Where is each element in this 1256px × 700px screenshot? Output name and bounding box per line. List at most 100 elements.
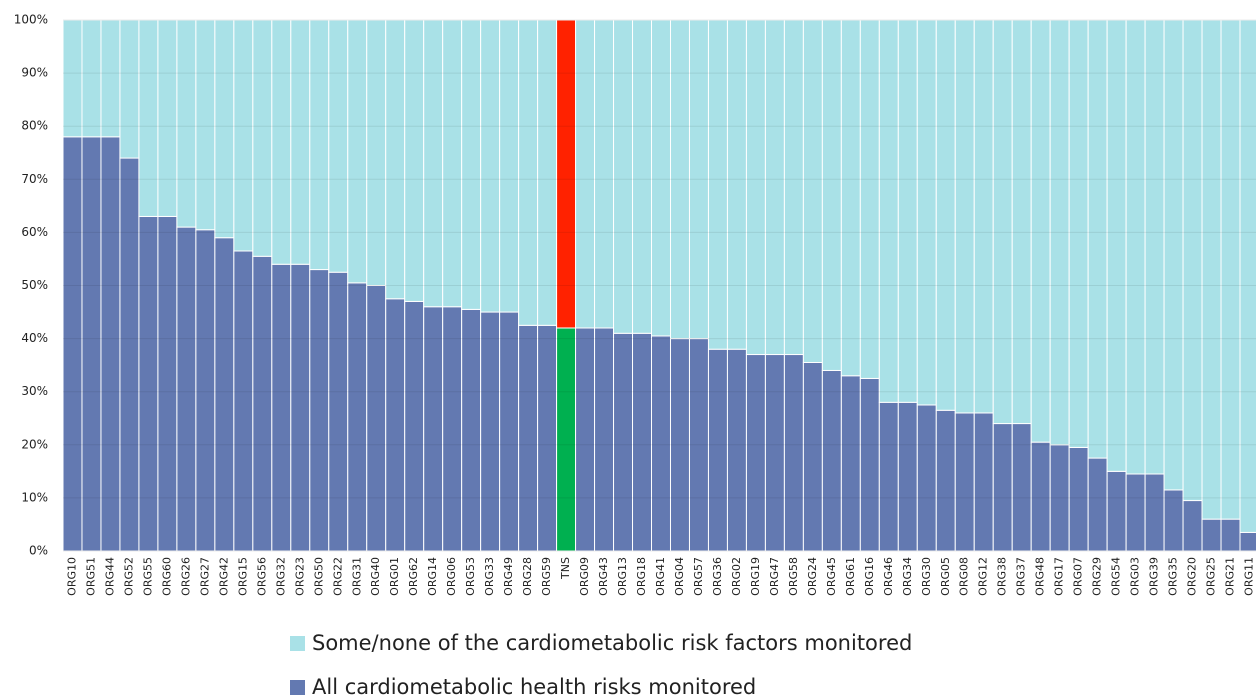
bar-segment [328, 271, 349, 552]
bar-segment [138, 19, 159, 217]
x-tick-label: ORG25 [1205, 557, 1218, 596]
bar-segment [745, 354, 766, 552]
y-tick-label: 10% [21, 490, 48, 504]
bar-segment [613, 332, 634, 552]
bar-segment [1144, 19, 1165, 475]
y-tick-label: 80% [21, 119, 48, 133]
bar-segment [62, 136, 83, 552]
x-tick-label: ORG23 [293, 557, 306, 596]
x-tick-label: ORG08 [958, 557, 971, 596]
bar-segment [897, 19, 918, 403]
bar-segment [499, 311, 520, 552]
bar-segment [290, 263, 311, 552]
bar-segment [973, 19, 994, 414]
bar-segment [726, 19, 747, 350]
bar-segment [954, 19, 975, 414]
bar-segment [992, 19, 1013, 425]
x-tick-label: ORG47 [768, 557, 781, 596]
bar-segment [1106, 470, 1127, 552]
y-tick-label: 70% [21, 172, 48, 186]
x-tick-label: ORG57 [692, 557, 705, 596]
x-tick-label: ORG30 [920, 557, 933, 596]
x-tick-label: ORG43 [597, 557, 610, 596]
bar-segment [442, 306, 463, 552]
bar-segment [556, 19, 577, 329]
x-tick-label: ORG02 [730, 557, 743, 596]
bar-segment [556, 327, 577, 552]
bar-segment [1144, 473, 1165, 552]
x-tick-label: ORG60 [160, 557, 173, 596]
x-tick-label: ORG31 [350, 557, 363, 596]
x-tick-label: ORG11 [1243, 557, 1256, 596]
x-tick-label: ORG13 [616, 557, 629, 596]
x-tick-label: ORG14 [426, 557, 439, 596]
bar-segment [518, 324, 539, 552]
x-tick-label: ORG48 [1034, 557, 1047, 596]
bar-segment [973, 412, 994, 552]
legend-swatch [290, 636, 305, 651]
bar-segment [707, 348, 728, 552]
bar-segment [271, 263, 292, 552]
bar-segment [480, 19, 501, 313]
y-tick-label: 0% [29, 544, 48, 558]
bar-segment [214, 19, 235, 239]
y-tick-label: 40% [21, 331, 48, 345]
bar-segment [878, 401, 899, 552]
x-tick-label: ORG39 [1148, 557, 1161, 596]
bar-segment [764, 19, 785, 356]
bar-segment [347, 19, 368, 284]
bar-segment [385, 19, 406, 300]
bar-segment [1068, 19, 1089, 448]
x-tick-label: ORG17 [1053, 557, 1066, 596]
bar-segment [1239, 19, 1256, 533]
bar-segment [859, 377, 880, 552]
x-tick-label: ORG05 [939, 557, 952, 596]
bar-segment [1011, 19, 1032, 425]
x-tick-label: ORG03 [1129, 557, 1142, 596]
x-tick-label: ORG04 [673, 557, 686, 596]
x-tick-label: ORG55 [141, 557, 154, 596]
bar-segment [100, 19, 121, 138]
bar-segment [1163, 489, 1184, 552]
bar-segment [992, 423, 1013, 552]
bar-segment [157, 19, 178, 217]
bar-segment [537, 324, 558, 552]
bar-segment [1030, 441, 1051, 552]
x-tick-label: ORG36 [711, 557, 724, 596]
y-tick-label: 60% [21, 225, 48, 239]
x-tick-label: ORG35 [1167, 557, 1180, 596]
x-tick-label: ORG52 [122, 557, 135, 596]
bar-segment [1163, 19, 1184, 491]
bar-segment [233, 250, 254, 552]
bar-segment [442, 19, 463, 308]
x-tick-label: ORG56 [255, 557, 268, 596]
x-tick-label: ORG16 [863, 557, 876, 596]
bar-segment [1030, 19, 1051, 443]
x-tick-label: ORG07 [1072, 557, 1085, 596]
x-tick-label: ORG54 [1110, 557, 1123, 596]
bar-segment [575, 19, 596, 329]
bar-segment [651, 335, 671, 552]
bar-segment [878, 19, 899, 403]
x-tick-label: ORG41 [654, 557, 667, 596]
bar-segment [954, 412, 975, 552]
bar-segment [518, 19, 539, 326]
bar-segment [916, 404, 937, 552]
bar-segment [613, 19, 634, 334]
x-tick-label: ORG29 [1091, 557, 1104, 596]
bar-segment [651, 19, 671, 337]
bar-segment [726, 348, 747, 552]
bar-segment [366, 285, 387, 552]
x-tick-label: ORG19 [749, 557, 762, 596]
legend-label: Some/none of the cardiometabolic risk fa… [312, 631, 912, 655]
y-tick-label: 30% [21, 384, 48, 398]
legend-label: All cardiometabolic health risks monitor… [312, 675, 756, 699]
bar-segment [840, 375, 861, 552]
bar-segment [632, 19, 653, 334]
x-tick-label: ORG59 [540, 557, 553, 596]
bar-segment [916, 19, 937, 406]
x-tick-label: ORG21 [1224, 557, 1237, 596]
bar-segment [176, 19, 197, 228]
x-tick-label: ORG40 [369, 557, 382, 596]
